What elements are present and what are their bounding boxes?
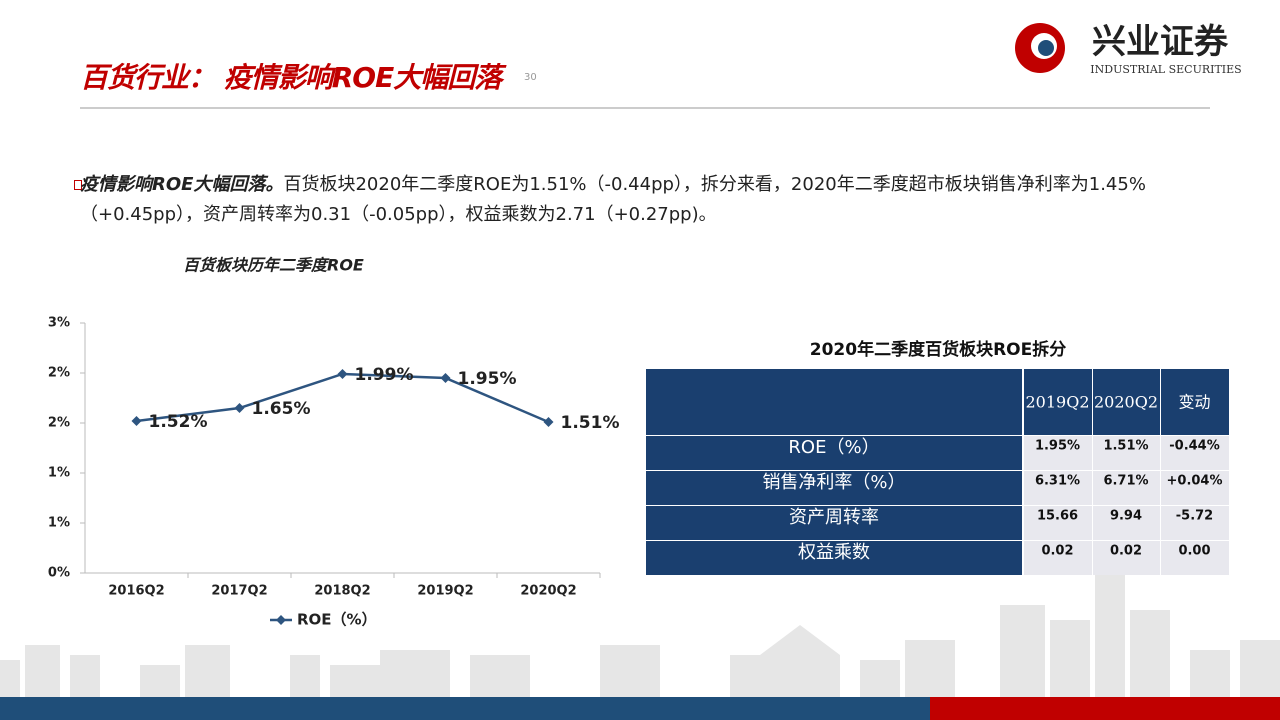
cell-text: -5.72 — [1176, 509, 1213, 524]
cell — [1024, 541, 1092, 575]
data-label: 1.51% — [561, 413, 620, 433]
bullet-lead: 疫情影响ROE大幅回落。 — [80, 174, 284, 195]
bullet-icon — [74, 180, 82, 190]
x-tick-label: 2020Q2 — [520, 584, 576, 599]
marker — [337, 369, 348, 379]
page-title: 百货行业： 疫情影响ROE大幅回落 — [80, 61, 502, 94]
x-tick-label: 2017Q2 — [211, 584, 267, 599]
bullet-text: 疫情影响ROE大幅回落。百货板块2020年二季度ROE为1.51%（-0.44p… — [80, 170, 1210, 230]
footer-bar — [0, 697, 930, 720]
cell-text: 0.00 — [1178, 544, 1210, 559]
cell-text: 0.02 — [1110, 544, 1142, 559]
cell — [1161, 436, 1229, 470]
cell-text: 15.66 — [1037, 509, 1078, 524]
row-label-cell — [646, 506, 1022, 540]
row-label-cell — [646, 541, 1022, 575]
column-header: 2019Q2 — [1025, 393, 1089, 412]
chart-title: 百货板块历年二季度ROE — [183, 256, 364, 275]
cell-text: -0.44% — [1169, 439, 1220, 454]
skyline — [0, 575, 1280, 700]
y-tick-label: 2% — [48, 416, 70, 431]
row-label-cell — [646, 436, 1022, 470]
y-tick-label: 2% — [48, 366, 70, 381]
marker — [440, 373, 451, 383]
header-cell — [1093, 369, 1160, 435]
x-tick-label: 2016Q2 — [108, 584, 164, 599]
header-cell — [646, 369, 1022, 435]
data-label: 1.52% — [149, 412, 208, 432]
cell — [1161, 471, 1229, 505]
y-tick-label: 1% — [48, 466, 70, 481]
cell-text: 1.95% — [1035, 439, 1080, 454]
data-label: 1.99% — [355, 365, 414, 385]
legend-label: ROE（%） — [297, 611, 377, 629]
cell — [1093, 541, 1160, 575]
cell — [1024, 506, 1092, 540]
table-title: 2020年二季度百货板块ROE拆分 — [810, 339, 1066, 360]
cell — [1161, 541, 1229, 575]
row-label: 销售净利率（%） — [762, 472, 905, 493]
cell — [1024, 471, 1092, 505]
x-tick-label: 2018Q2 — [314, 584, 370, 599]
row-label: 资产周转率 — [789, 507, 879, 528]
cell-text: 9.94 — [1110, 509, 1142, 524]
bullet-body: 百货板块2020年二季度ROE为1.51%（-0.44pp），拆分来看，2020… — [80, 174, 1146, 225]
column-header: 变动 — [1178, 393, 1210, 412]
page-number: 30 — [524, 72, 537, 83]
header-cell — [1161, 369, 1229, 435]
cell-text: 1.51% — [1103, 439, 1148, 454]
x-tick-label: 2019Q2 — [417, 584, 473, 599]
logo-mark — [1038, 40, 1054, 56]
header-cell — [1024, 369, 1092, 435]
cell-text: 6.31% — [1035, 474, 1080, 489]
marker — [543, 417, 554, 427]
logo-name: 兴业证券 — [1092, 22, 1229, 62]
row-label: 权益乘数 — [798, 542, 870, 563]
cell-text: 6.71% — [1103, 474, 1148, 489]
cell — [1093, 436, 1160, 470]
cell — [1161, 506, 1229, 540]
marker — [234, 403, 245, 413]
table: 2019Q2 2020Q2 变动 ROE（%） 1.95% 1.51% -0.44% 销售净利… — [646, 369, 1229, 575]
y-tick-label: 3% — [48, 316, 70, 331]
column-header: 2020Q2 — [1094, 393, 1158, 412]
cell-text: 0.02 — [1041, 544, 1073, 559]
marker — [131, 416, 142, 426]
cell — [1024, 436, 1092, 470]
data-label: 1.95% — [458, 369, 517, 389]
cell — [1093, 471, 1160, 505]
cell-text: +0.04% — [1167, 474, 1223, 489]
row-label: ROE（%） — [788, 437, 879, 458]
row-label-cell — [646, 471, 1022, 505]
cell — [1093, 506, 1160, 540]
legend-marker — [276, 615, 286, 625]
logo-subtitle: INDUSTRIAL SECURITIES — [1090, 63, 1241, 76]
y-tick-label: 0% — [48, 566, 70, 581]
data-label: 1.65% — [252, 399, 311, 419]
y-tick-label: 1% — [48, 516, 70, 531]
footer-bar — [930, 697, 1280, 720]
